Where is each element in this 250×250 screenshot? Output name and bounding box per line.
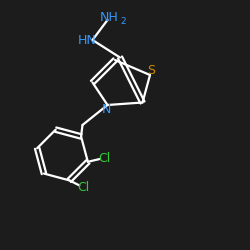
Text: S: S (147, 64, 155, 77)
Text: NH: NH (100, 11, 119, 24)
Text: Cl: Cl (77, 181, 89, 194)
Text: HN: HN (78, 34, 96, 46)
Text: 2: 2 (120, 17, 126, 26)
Text: N: N (102, 103, 111, 116)
Text: Cl: Cl (98, 152, 110, 164)
